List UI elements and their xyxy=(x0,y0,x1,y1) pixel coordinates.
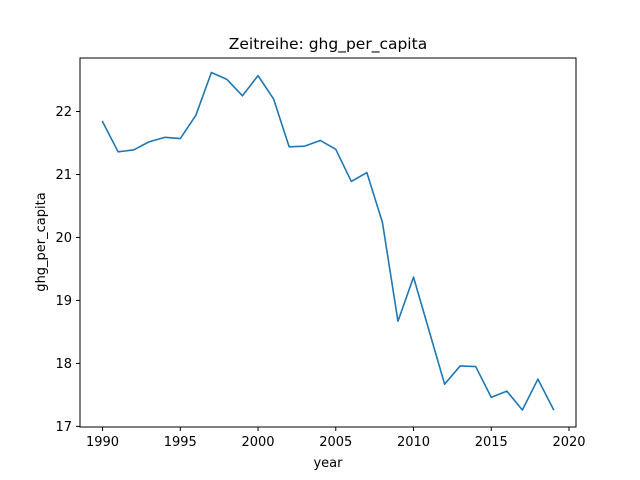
x-tick-label: 2020 xyxy=(552,435,585,450)
x-axis: 1990 1995 2000 2005 2010 2015 2020 xyxy=(86,427,586,450)
y-axis: 17 18 19 20 21 22 xyxy=(55,105,80,435)
axes-frame xyxy=(79,57,577,428)
x-tick-label: 2015 xyxy=(475,435,508,450)
x-tick-label: 2010 xyxy=(397,435,430,450)
plot-area xyxy=(101,71,555,411)
y-tick-label: 19 xyxy=(55,294,72,309)
y-tick-label: 22 xyxy=(55,105,72,120)
x-axis-label: year xyxy=(313,456,343,471)
x-tick-label: 2005 xyxy=(319,435,352,450)
x-tick-label: 1995 xyxy=(164,435,197,450)
y-axis-label: ghg_per_capita xyxy=(34,192,49,291)
y-tick-label: 17 xyxy=(55,420,72,435)
series-line xyxy=(101,71,555,411)
y-tick-label: 21 xyxy=(55,168,72,183)
y-tick-label: 20 xyxy=(55,231,72,246)
x-tick-label: 2000 xyxy=(241,435,274,450)
chart-title: Zeitreihe: ghg_per_capita xyxy=(229,35,427,54)
x-tick-label: 1990 xyxy=(86,435,119,450)
y-tick-label: 18 xyxy=(55,357,72,372)
